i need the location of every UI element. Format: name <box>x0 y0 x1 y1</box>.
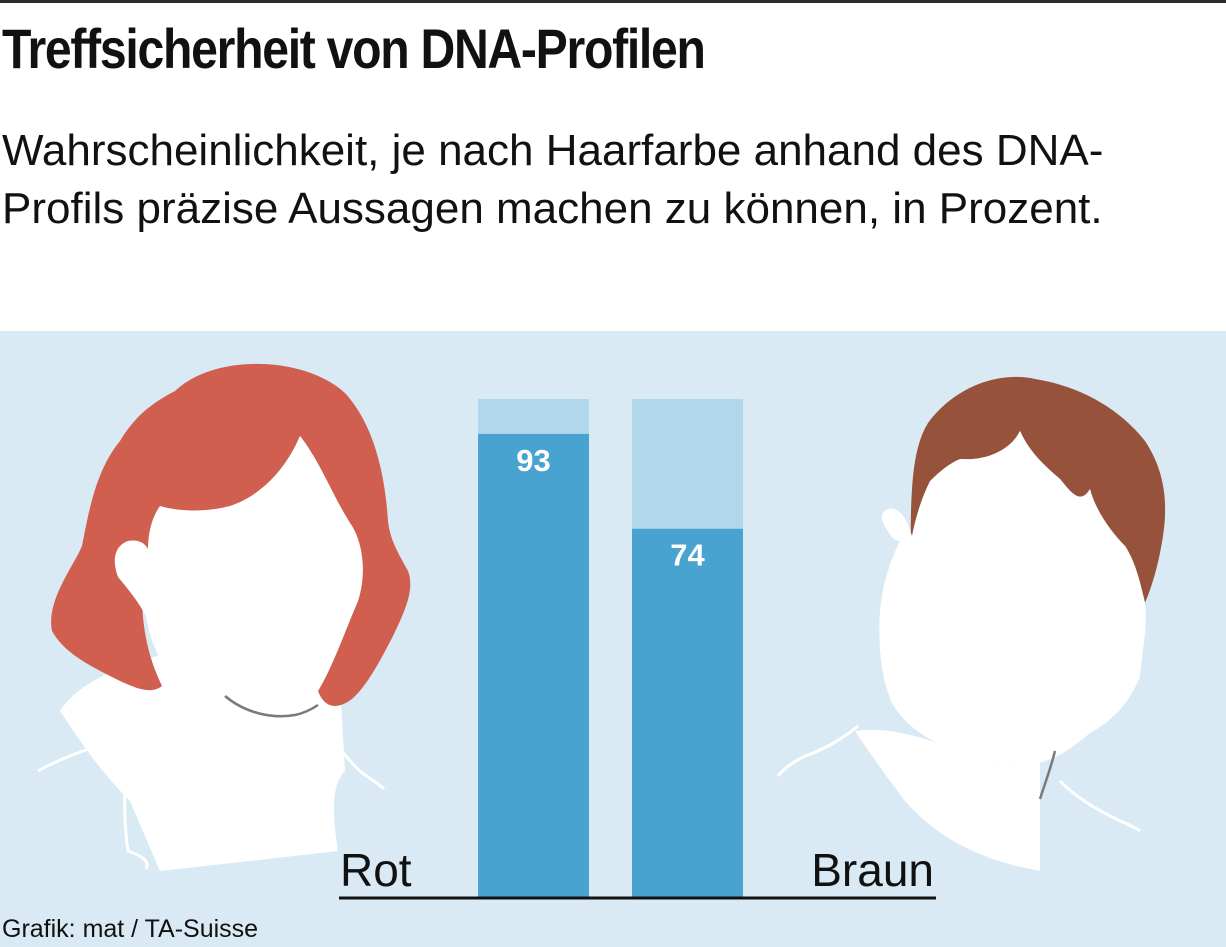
top-rule <box>0 0 1226 3</box>
data-label-rot: 93 <box>516 443 550 478</box>
chart-subtitle: Wahrscheinlichkeit, je nach Haarfarbe an… <box>2 126 1104 233</box>
bar-chart: 93 74 Rot Braun <box>37 363 1166 900</box>
man-brown-hair-icon <box>776 376 1166 871</box>
category-label-braun: Braun <box>811 844 934 896</box>
source-credit: Grafik: mat / TA-Suisse <box>2 915 259 943</box>
bar-rot: 93 <box>478 399 589 898</box>
category-label-rot: Rot <box>340 844 412 896</box>
data-label-braun: 74 <box>670 538 705 573</box>
bar-value-rot <box>478 433 589 898</box>
chart-title: Treffsicherheit von DNA-Profilen <box>2 17 706 80</box>
bar-value-braun <box>632 528 743 898</box>
woman-red-hair-icon <box>37 363 411 871</box>
bar-braun: 74 <box>632 399 743 898</box>
